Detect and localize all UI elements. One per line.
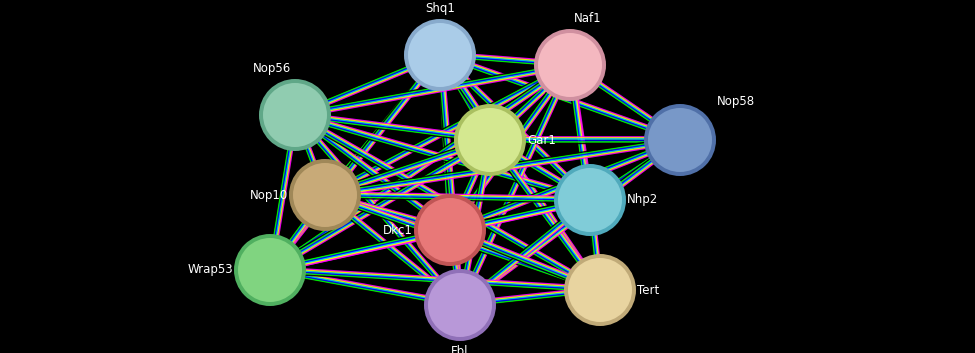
Circle shape xyxy=(454,104,526,176)
Circle shape xyxy=(538,33,602,97)
Circle shape xyxy=(259,79,331,151)
Text: Nhp2: Nhp2 xyxy=(627,193,658,207)
Circle shape xyxy=(267,87,323,143)
Circle shape xyxy=(458,108,522,172)
Circle shape xyxy=(234,234,306,306)
Text: Tert: Tert xyxy=(637,283,659,297)
Circle shape xyxy=(558,168,622,232)
Circle shape xyxy=(238,238,302,302)
Circle shape xyxy=(418,198,482,262)
Text: Naf1: Naf1 xyxy=(574,12,602,25)
Circle shape xyxy=(462,112,518,168)
Text: Gar1: Gar1 xyxy=(527,133,556,146)
Circle shape xyxy=(428,273,492,337)
Circle shape xyxy=(648,108,712,172)
Circle shape xyxy=(542,37,598,93)
Text: Nop58: Nop58 xyxy=(717,95,755,108)
Circle shape xyxy=(572,262,628,318)
Text: Dkc1: Dkc1 xyxy=(383,223,413,237)
Text: Nop10: Nop10 xyxy=(250,189,288,202)
Circle shape xyxy=(297,167,353,223)
Text: Wrap53: Wrap53 xyxy=(187,263,233,276)
Circle shape xyxy=(424,269,496,341)
Circle shape xyxy=(408,23,472,87)
Circle shape xyxy=(644,104,716,176)
Circle shape xyxy=(564,254,636,326)
Circle shape xyxy=(242,242,298,298)
Circle shape xyxy=(422,202,478,258)
Text: Shq1: Shq1 xyxy=(425,2,455,15)
Circle shape xyxy=(432,277,488,333)
Circle shape xyxy=(652,112,708,168)
Circle shape xyxy=(263,83,327,147)
Circle shape xyxy=(289,159,361,231)
Circle shape xyxy=(568,258,632,322)
Circle shape xyxy=(412,27,468,83)
Text: Nop56: Nop56 xyxy=(253,62,291,75)
Circle shape xyxy=(293,163,357,227)
Text: Fbl: Fbl xyxy=(451,345,469,353)
Circle shape xyxy=(404,19,476,91)
Circle shape xyxy=(554,164,626,236)
Circle shape xyxy=(562,172,618,228)
Circle shape xyxy=(534,29,606,101)
Circle shape xyxy=(414,194,486,266)
